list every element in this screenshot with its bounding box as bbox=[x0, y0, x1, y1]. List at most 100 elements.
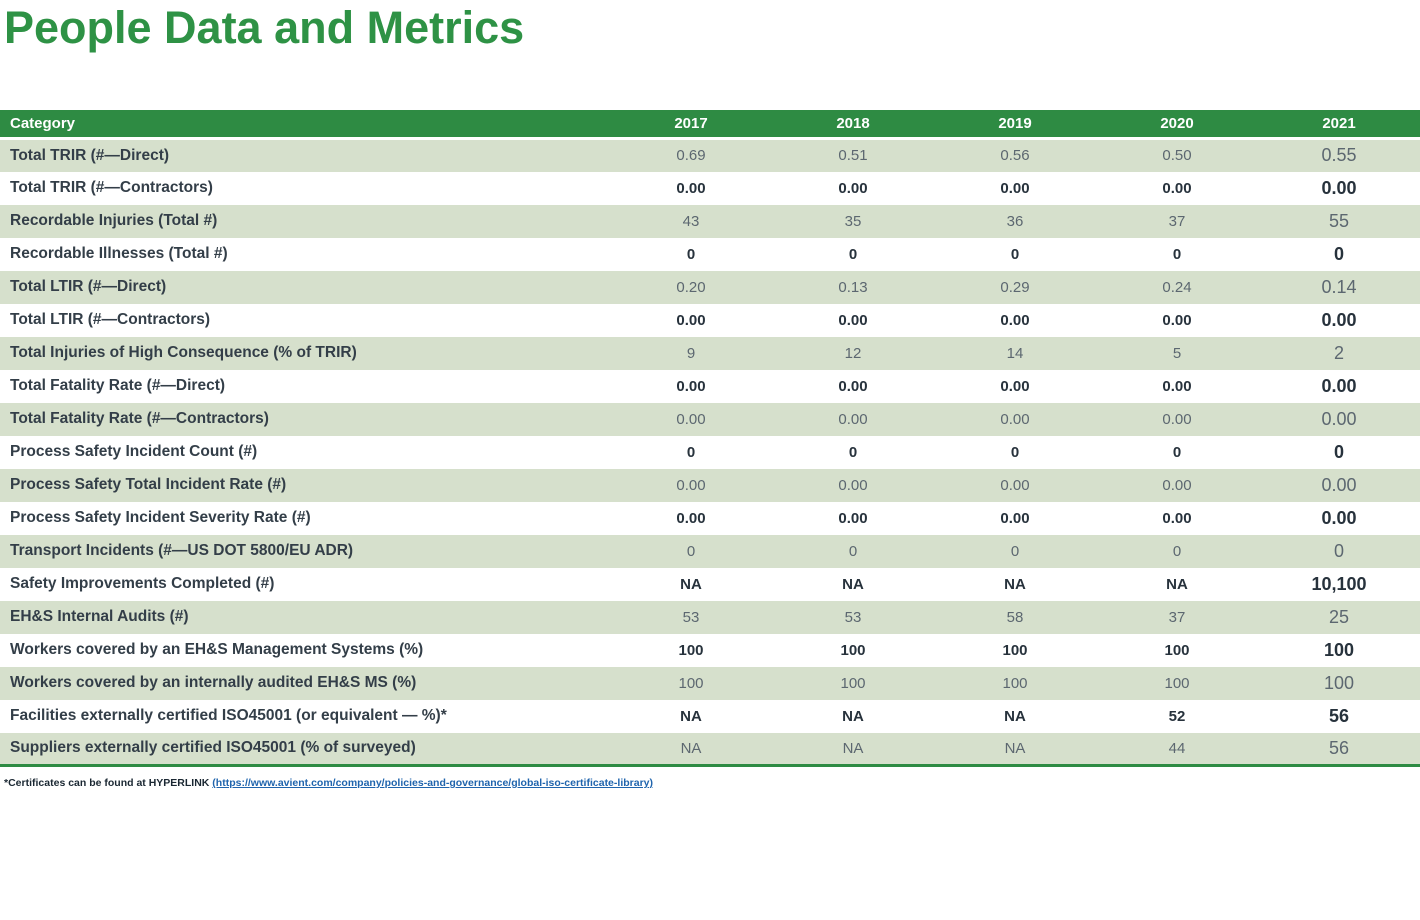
cell-value-2017: 0.69 bbox=[676, 147, 706, 165]
cell-value-2018: NA bbox=[842, 739, 864, 757]
row-category-label: Workers covered by an internally audited… bbox=[10, 674, 417, 691]
cell-value-2019: 100 bbox=[1002, 674, 1028, 692]
cell-value-2020: 0 bbox=[1172, 443, 1182, 461]
cell-value-2021: 56 bbox=[1328, 737, 1350, 758]
cell-value-2019: 0 bbox=[1010, 542, 1020, 560]
cell-value-2019: 0.00 bbox=[1000, 410, 1030, 428]
cell-value-2020: 100 bbox=[1164, 674, 1190, 692]
cell-value-2017: 0 bbox=[686, 245, 696, 263]
cell-value-2018: 0.00 bbox=[838, 410, 868, 428]
table-row: Process Safety Incident Severity Rate (#… bbox=[0, 501, 1420, 535]
cell-value-2018: 0.00 bbox=[838, 179, 868, 197]
people-metrics-table: Category 2017 2018 2019 2020 2021 Total TRIR … bbox=[0, 110, 1420, 767]
cell-value-2021: 2 bbox=[1333, 342, 1344, 363]
table-row: Total TRIR (#—Direct) 0.69 0.51 0.56 0.50 0.5… bbox=[0, 138, 1420, 172]
column-header-2018: 2018 bbox=[772, 110, 934, 140]
row-category-label: Facilities externally certified ISO45001… bbox=[10, 707, 447, 724]
cell-value-2018: 0.51 bbox=[838, 147, 868, 165]
cell-value-2017: NA bbox=[680, 575, 702, 593]
cell-value-2021: 0.00 bbox=[1321, 309, 1357, 330]
row-category-label: Process Safety Total Incident Rate (#) bbox=[10, 476, 287, 493]
row-category-label: Total LTIR (#—Contractors) bbox=[10, 311, 211, 328]
cell-value-2020: 0.00 bbox=[1162, 476, 1192, 494]
cell-value-2018: 0.00 bbox=[838, 311, 868, 329]
cell-value-2018: NA bbox=[842, 707, 864, 725]
cell-value-2017: 0.00 bbox=[676, 509, 706, 527]
cell-value-2020: 52 bbox=[1168, 707, 1186, 725]
cell-value-2017: 100 bbox=[678, 674, 704, 692]
cell-value-2018: 0.00 bbox=[838, 377, 868, 395]
cell-value-2017: 9 bbox=[686, 344, 696, 362]
cell-value-2017: NA bbox=[680, 739, 702, 757]
cell-value-2019: 0 bbox=[1010, 443, 1020, 461]
cell-value-2018: 100 bbox=[840, 641, 866, 659]
cell-value-2019: NA bbox=[1004, 739, 1026, 757]
cell-value-2017: 0.00 bbox=[676, 311, 706, 329]
cell-value-2018: 0 bbox=[848, 443, 858, 461]
table-row: Workers covered by an EH&S Management Sy… bbox=[0, 633, 1420, 667]
cell-value-2021: 0 bbox=[1333, 243, 1344, 264]
cell-value-2020: 0 bbox=[1172, 245, 1182, 263]
cell-value-2019: 0.29 bbox=[1000, 278, 1030, 296]
column-header-category: Category bbox=[0, 110, 610, 140]
table-row: EH&S Internal Audits (#) 53 53 58 37 25 bbox=[0, 600, 1420, 634]
cell-value-2019: 0.00 bbox=[1000, 476, 1030, 494]
cell-value-2019: NA bbox=[1004, 707, 1026, 725]
table-row: Process Safety Incident Count (#) 0 0 0 0 0 bbox=[0, 435, 1420, 469]
cell-value-2017: 43 bbox=[682, 212, 700, 230]
cell-value-2017: 0.20 bbox=[676, 278, 706, 296]
cell-value-2020: NA bbox=[1166, 575, 1188, 593]
footnote: *Certificates can be found at HYPERLINK … bbox=[4, 777, 653, 789]
row-category-label: Transport Incidents (#—US DOT 5800/EU AD… bbox=[10, 542, 354, 559]
cell-value-2020: 0.00 bbox=[1162, 179, 1192, 197]
cell-value-2019: 0.00 bbox=[1000, 311, 1030, 329]
cell-value-2021: 0.00 bbox=[1321, 375, 1357, 396]
cell-value-2019: 100 bbox=[1002, 641, 1028, 659]
cell-value-2018: 35 bbox=[844, 212, 862, 230]
cell-value-2021: 0.00 bbox=[1321, 474, 1357, 495]
table-row: Total Fatality Rate (#—Direct) 0.00 0.00 0.… bbox=[0, 369, 1420, 403]
cell-value-2019: 58 bbox=[1006, 608, 1024, 626]
cell-value-2020: 0.00 bbox=[1162, 410, 1192, 428]
cell-value-2021: 25 bbox=[1328, 606, 1350, 627]
cell-value-2018: 0 bbox=[848, 245, 858, 263]
cell-value-2020: 100 bbox=[1164, 641, 1190, 659]
table-row: Total Fatality Rate (#—Contractors) 0.00 0… bbox=[0, 402, 1420, 436]
certificate-library-link[interactable]: (https://www.avient.com/company/policies… bbox=[212, 777, 653, 789]
table-row: Total LTIR (#—Contractors) 0.00 0.00 0.00 0.… bbox=[0, 303, 1420, 337]
cell-value-2017: NA bbox=[680, 707, 702, 725]
row-category-label: Total LTIR (#—Direct) bbox=[10, 278, 167, 295]
row-category-label: Suppliers externally certified ISO45001 … bbox=[10, 739, 416, 757]
cell-value-2020: 0.00 bbox=[1162, 377, 1192, 395]
row-category-label: Total Fatality Rate (#—Direct) bbox=[10, 377, 226, 394]
cell-value-2020: 37 bbox=[1168, 608, 1186, 626]
table-row: Total LTIR (#—Direct) 0.20 0.13 0.29 0.24 0.1… bbox=[0, 270, 1420, 304]
row-category-label: Total Fatality Rate (#—Contractors) bbox=[10, 410, 269, 427]
page-title: People Data and Metrics bbox=[4, 2, 525, 53]
cell-value-2019: 0.00 bbox=[1000, 377, 1030, 395]
table-row: Facilities externally certified ISO45001… bbox=[0, 699, 1420, 733]
cell-value-2020: 37 bbox=[1168, 212, 1186, 230]
cell-value-2019: 14 bbox=[1006, 344, 1024, 362]
column-header-2017: 2017 bbox=[610, 110, 772, 140]
row-category-label: Process Safety Incident Count (#) bbox=[10, 443, 258, 460]
cell-value-2019: 0 bbox=[1010, 245, 1020, 263]
column-header-2019: 2019 bbox=[934, 110, 1096, 140]
table-row: Recordable Illnesses (Total #) 0 0 0 0 0 bbox=[0, 237, 1420, 271]
cell-value-2021: 100 bbox=[1323, 672, 1355, 693]
cell-value-2020: 0.00 bbox=[1162, 311, 1192, 329]
cell-value-2021: 0.00 bbox=[1321, 177, 1357, 198]
cell-value-2018: 12 bbox=[844, 344, 862, 362]
cell-value-2019: 0.00 bbox=[1000, 509, 1030, 527]
row-category-label: Safety Improvements Completed (#) bbox=[10, 575, 275, 592]
cell-value-2017: 0 bbox=[686, 443, 696, 461]
table-row: Transport Incidents (#—US DOT 5800/EU AD… bbox=[0, 534, 1420, 568]
cell-value-2020: 0 bbox=[1172, 542, 1182, 560]
cell-value-2021: 100 bbox=[1323, 639, 1355, 660]
cell-value-2020: 0.00 bbox=[1162, 509, 1192, 527]
cell-value-2019: 36 bbox=[1006, 212, 1024, 230]
cell-value-2018: 53 bbox=[844, 608, 862, 626]
cell-value-2021: 0.14 bbox=[1321, 276, 1357, 297]
cell-value-2021: 56 bbox=[1328, 705, 1350, 726]
table-row: Total TRIR (#—Contractors) 0.00 0.00 0.00 0.… bbox=[0, 171, 1420, 205]
